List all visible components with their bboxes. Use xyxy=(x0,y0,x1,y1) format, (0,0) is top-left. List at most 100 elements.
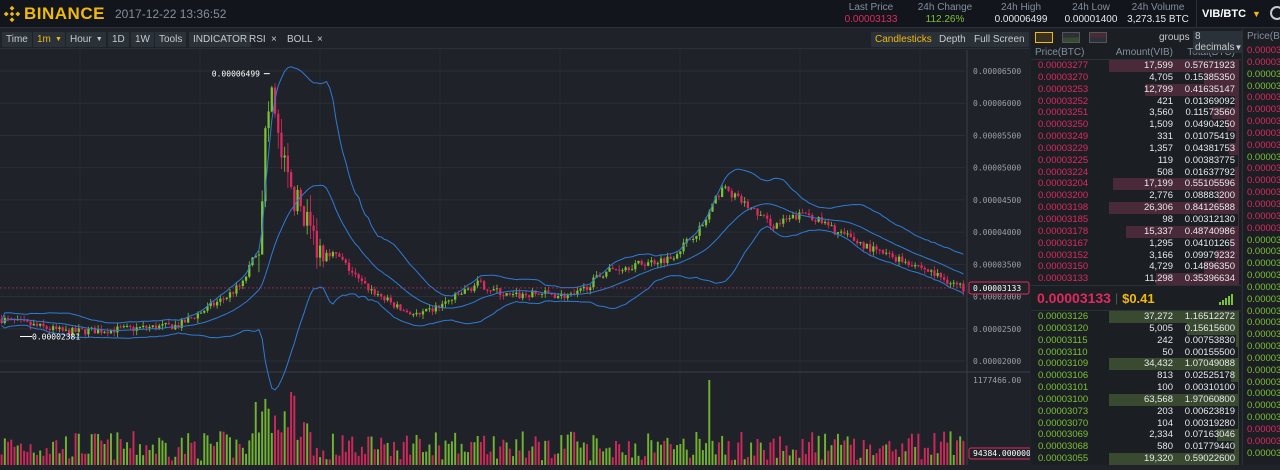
bid-row[interactable]: 0.00003115 242 0.00753830 xyxy=(1031,334,1241,347)
candle-body xyxy=(454,293,457,300)
candle-body xyxy=(926,269,930,272)
ask-row[interactable]: 0.00003152 3,166 0.09979232 xyxy=(1031,249,1241,262)
ask-row[interactable]: 0.00003204 17,199 0.55105596 xyxy=(1031,178,1241,191)
volume-bar xyxy=(341,435,344,465)
book-view-both-icon[interactable] xyxy=(1035,32,1053,43)
volume-bar xyxy=(32,452,35,465)
row-amount: 1,509 xyxy=(1149,119,1173,131)
row-price: 0.00003133 xyxy=(1038,273,1089,285)
trade-history-list: 0.00003 0.00003 0.00003 0.00003 0.00003 0.000… xyxy=(1243,45,1280,460)
candle-body xyxy=(328,252,331,257)
row-price: 0.00003069 xyxy=(1038,429,1089,441)
depth-bar xyxy=(1212,107,1239,120)
candle-body xyxy=(35,323,39,326)
candle-body xyxy=(865,244,869,249)
ask-row[interactable]: 0.00003200 2,776 0.08883200 xyxy=(1031,190,1241,203)
order-book: groups 8 decimals▼ Price(BTC) Amount(VIB… xyxy=(1031,29,1245,465)
volume-bar xyxy=(804,454,807,465)
candle-body xyxy=(344,259,347,263)
bid-row[interactable]: 0.00003073 203 0.00623819 xyxy=(1031,405,1241,418)
ask-row[interactable]: 0.00003178 15,337 0.48740986 xyxy=(1031,225,1241,238)
ask-row[interactable]: 0.00003252 421 0.01369092 xyxy=(1031,95,1241,108)
ask-row[interactable]: 0.00003229 1,357 0.04381753 xyxy=(1031,142,1241,155)
interval-1w-button[interactable]: 1W xyxy=(131,32,154,47)
ask-row[interactable]: 0.00003150 4,729 0.14896350 xyxy=(1031,261,1241,274)
row-amount: 2,334 xyxy=(1149,429,1173,441)
stat-24h-high: 24h High 0.00006499 xyxy=(988,2,1054,26)
candle-body xyxy=(399,304,402,311)
ask-row[interactable]: 0.00003225 119 0.00383775 xyxy=(1031,154,1241,167)
bid-row[interactable]: 0.00003101 100 0.00310100 xyxy=(1031,382,1241,394)
fullscreen-button[interactable]: Full Screen xyxy=(970,32,1029,47)
indicator-button[interactable]: INDICATOR xyxy=(189,32,252,47)
row-amount: 15,337 xyxy=(1143,225,1173,237)
trade-history: Price(BTC) 0.000030.000030.000030.000030… xyxy=(1242,29,1280,465)
trade-row: 0.00003 xyxy=(1247,388,1280,400)
volume-bar xyxy=(679,444,682,465)
ask-row[interactable]: 0.00003270 4,705 0.15385350 xyxy=(1031,71,1241,84)
depth-bar xyxy=(1238,346,1239,359)
high-price-label: 0.00006499 xyxy=(212,70,260,79)
book-view-asks-icon[interactable] xyxy=(1089,32,1107,43)
volume-bar xyxy=(528,450,531,465)
candle-body xyxy=(830,225,833,227)
bid-row[interactable]: 0.00003100 63,568 1.97060800 xyxy=(1031,393,1241,406)
candle-body xyxy=(22,319,26,321)
volume-bar xyxy=(158,437,161,465)
volume-bar xyxy=(888,440,891,465)
volume-bar xyxy=(3,438,6,465)
ask-row[interactable]: 0.00003251 3,560 0.11573560 xyxy=(1031,107,1241,120)
interval-1d-button[interactable]: 1D xyxy=(108,32,129,47)
row-amount: 4,729 xyxy=(1149,261,1173,273)
ask-row[interactable]: 0.00003253 12,799 0.41635147 xyxy=(1031,83,1241,96)
price-chart[interactable]: 0.00006500 0.00006000 0.00005500 0.00005000… xyxy=(0,50,1032,465)
trade-row: 0.00003 xyxy=(1247,198,1280,210)
ask-row[interactable]: 0.00003250 1,509 0.04904250 xyxy=(1031,119,1241,132)
bid-row[interactable]: 0.00003109 34,432 1.07049088 xyxy=(1031,358,1241,371)
time-button[interactable]: Time xyxy=(2,32,32,47)
ask-row[interactable]: 0.00003185 98 0.00312130 xyxy=(1031,213,1241,226)
candle-body xyxy=(547,290,550,293)
ask-row[interactable]: 0.00003198 26,306 0.84126588 xyxy=(1031,202,1241,214)
tools-button[interactable]: Tools xyxy=(155,32,187,47)
bid-row[interactable]: 0.00003126 37,272 1.16512272 xyxy=(1031,311,1241,323)
brand-logo[interactable]: BINANCE xyxy=(4,4,105,24)
book-view-bids-icon[interactable] xyxy=(1062,32,1080,43)
bid-row[interactable]: 0.00003106 813 0.02525178 xyxy=(1031,370,1241,383)
ask-row[interactable]: 0.00003133 11,298 0.35396634 xyxy=(1031,273,1241,286)
candle-body xyxy=(904,261,907,263)
depth-bar xyxy=(1126,225,1239,238)
candlesticks-button[interactable]: Candlesticks xyxy=(871,32,936,47)
bid-row[interactable]: 0.00003120 5,005 0.15615600 xyxy=(1031,322,1241,335)
depth-button[interactable]: Depth xyxy=(935,32,970,47)
ask-row[interactable]: 0.00003167 1,295 0.04101265 xyxy=(1031,237,1241,250)
ask-row[interactable]: 0.00003249 331 0.01075419 xyxy=(1031,131,1241,143)
trade-row: 0.00003 xyxy=(1247,234,1280,246)
volume-bar xyxy=(898,456,901,465)
volume-bar xyxy=(335,454,338,465)
candle-body xyxy=(840,231,843,233)
bid-row[interactable]: 0.00003055 19,320 0.59022600 xyxy=(1031,453,1241,465)
rsi-remove-button[interactable]: × xyxy=(271,34,277,45)
boll-remove-button[interactable]: × xyxy=(317,34,323,45)
candlestick-chart-svg[interactable]: 0.00006500 0.00006000 0.00005500 0.00005000… xyxy=(0,50,1032,465)
bid-row[interactable]: 0.00003068 580 0.01779440 xyxy=(1031,441,1241,454)
bid-row[interactable]: 0.00003070 104 0.00319280 xyxy=(1031,417,1241,430)
volume-bar xyxy=(724,454,727,465)
trade-row: 0.00003 xyxy=(1247,293,1280,305)
candle-body xyxy=(32,323,35,326)
bid-row[interactable]: 0.00003069 2,334 0.07163046 xyxy=(1031,429,1241,442)
candle-body xyxy=(592,277,595,288)
pair-selector[interactable]: VIB/BTC ▼ xyxy=(1196,0,1266,28)
candle-body xyxy=(444,301,447,304)
volume-bar xyxy=(949,431,952,465)
row-amount: 1,295 xyxy=(1149,237,1173,249)
decimals-dropdown[interactable]: 8 decimals▼ xyxy=(1193,31,1245,53)
user-icon[interactable] xyxy=(1270,6,1280,20)
interval-dropdown[interactable]: 1m ▼ xyxy=(33,32,65,47)
hour-dropdown[interactable]: Hour ▼ xyxy=(66,32,106,47)
ask-row[interactable]: 0.00003224 508 0.01637792 xyxy=(1031,166,1241,179)
stat-value: 0.00006499 xyxy=(994,14,1048,25)
ask-row[interactable]: 0.00003277 17,599 0.57671923 xyxy=(1031,60,1241,72)
bid-row[interactable]: 0.00003110 50 0.00155500 xyxy=(1031,346,1241,359)
